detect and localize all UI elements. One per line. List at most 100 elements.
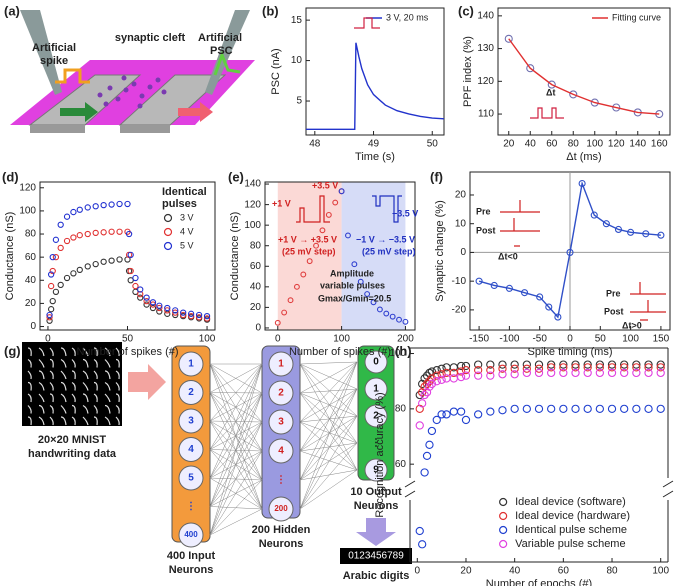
point xyxy=(559,368,568,378)
digit-stroke xyxy=(104,370,111,380)
legend-label: 3 V, 20 ms xyxy=(386,12,429,22)
point xyxy=(566,248,574,256)
point xyxy=(607,404,617,414)
axis-break xyxy=(404,480,416,488)
annotation: (25 mV step) xyxy=(362,246,416,256)
neuron-label: ⋮ xyxy=(371,438,381,449)
point xyxy=(456,372,466,382)
digit-stroke xyxy=(104,416,111,426)
point xyxy=(422,388,432,397)
digit-stroke xyxy=(49,347,54,357)
point xyxy=(522,364,531,373)
y-tick-label: 120 xyxy=(244,199,261,210)
legend-title: pulses xyxy=(162,198,197,210)
legend-marker xyxy=(499,525,508,535)
point xyxy=(522,360,531,369)
digit-stroke xyxy=(38,347,45,357)
point xyxy=(47,271,55,278)
point xyxy=(172,311,179,319)
x-axis-label: Time (s) xyxy=(355,151,395,163)
point xyxy=(559,404,568,414)
point xyxy=(571,360,580,369)
point xyxy=(437,364,446,373)
point xyxy=(125,230,133,238)
point xyxy=(547,80,556,89)
series-line xyxy=(306,42,445,131)
point xyxy=(52,288,60,295)
point xyxy=(203,315,211,322)
point xyxy=(644,363,653,372)
y-tick-label: 60 xyxy=(250,261,262,272)
x-tick-label: 40 xyxy=(509,566,521,577)
neuron xyxy=(178,465,204,491)
y-tick-label: 60 xyxy=(395,459,407,470)
point xyxy=(427,374,437,383)
neuron xyxy=(178,380,204,405)
point xyxy=(418,379,427,389)
connection xyxy=(299,363,358,444)
molecules xyxy=(97,75,167,109)
connection xyxy=(299,361,358,365)
digit-stroke xyxy=(82,404,89,414)
point xyxy=(325,211,332,218)
connection xyxy=(299,392,358,444)
digit-stroke xyxy=(104,347,111,357)
point xyxy=(156,308,163,315)
point xyxy=(300,271,307,278)
digit-stroke xyxy=(60,370,67,380)
point xyxy=(607,368,617,378)
point xyxy=(415,390,424,400)
point xyxy=(92,203,99,210)
x-tick-label: 48 xyxy=(309,139,321,150)
point xyxy=(510,370,519,379)
point xyxy=(486,365,495,375)
digit-stroke xyxy=(27,405,32,414)
point xyxy=(510,360,519,369)
point xyxy=(656,368,665,378)
connection xyxy=(299,415,358,452)
legend-marker xyxy=(163,241,173,251)
label: Neurons xyxy=(354,500,399,512)
point xyxy=(656,363,665,372)
point xyxy=(474,360,483,369)
point xyxy=(657,231,665,239)
point xyxy=(578,179,586,188)
point xyxy=(534,360,544,369)
legend-marker xyxy=(499,497,508,507)
digit-stroke xyxy=(60,347,67,357)
point xyxy=(418,540,427,549)
point xyxy=(632,368,641,378)
point xyxy=(422,379,432,389)
spike-pulse xyxy=(55,68,90,84)
digit-stroke xyxy=(60,358,67,368)
y-tick-label: 20 xyxy=(250,302,262,313)
legend-label: Variable pulse scheme xyxy=(515,538,625,550)
point xyxy=(100,201,107,209)
point xyxy=(70,270,77,277)
annotation: Post xyxy=(604,306,624,316)
connection xyxy=(299,469,358,481)
point xyxy=(486,371,495,380)
point xyxy=(547,360,556,369)
point xyxy=(547,404,556,414)
point xyxy=(415,421,424,430)
point xyxy=(418,388,427,397)
panel-label: (h) xyxy=(395,343,412,358)
point xyxy=(620,404,629,414)
x-tick-label: 0 xyxy=(415,566,421,577)
annotation: +1 V → +3.5 V xyxy=(278,234,337,244)
point xyxy=(46,311,53,319)
digit-stroke xyxy=(27,370,32,380)
point xyxy=(607,360,617,369)
shade xyxy=(341,182,406,330)
arrow xyxy=(128,364,166,400)
point xyxy=(132,288,139,295)
digit-stroke xyxy=(38,416,45,426)
point xyxy=(475,277,483,285)
point xyxy=(47,306,55,313)
point xyxy=(127,251,134,258)
probe xyxy=(20,10,62,95)
panel-label: (e) xyxy=(228,169,244,184)
x-tick-label: 100 xyxy=(622,334,639,345)
connection xyxy=(299,361,358,423)
